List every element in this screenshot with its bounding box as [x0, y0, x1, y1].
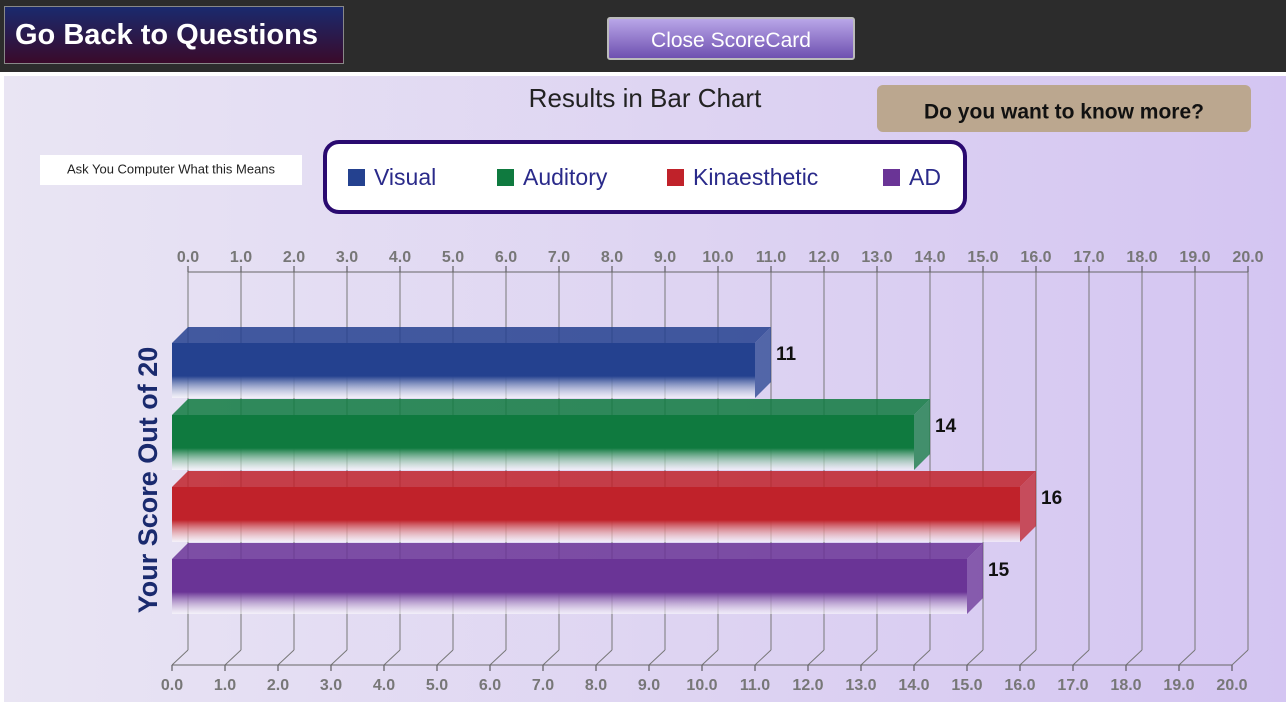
floor-line — [277, 649, 295, 666]
x-tick-label-top: 2.0 — [283, 249, 305, 266]
x-tick-label-top: 11.0 — [756, 249, 786, 266]
floor-line — [1125, 649, 1143, 666]
floor-line — [860, 649, 878, 666]
floor-line — [913, 649, 931, 666]
floor-line — [542, 649, 560, 666]
x-tick-label-top: 19.0 — [1179, 249, 1210, 266]
x-tick-label-top: 10.0 — [702, 249, 733, 266]
bar — [172, 559, 967, 614]
x-tick-label-top: 0.0 — [177, 249, 199, 266]
x-tick-label-bottom: 14.0 — [898, 677, 929, 694]
x-tick-label-bottom: 18.0 — [1110, 677, 1141, 694]
floor-line — [489, 649, 507, 666]
x-tick-label-top: 9.0 — [654, 249, 676, 266]
legend-swatch — [883, 169, 900, 186]
x-tick-label-top: 14.0 — [914, 249, 945, 266]
y-axis-label: Your Score Out of 20 — [133, 347, 163, 614]
x-tick-label-bottom: 9.0 — [638, 677, 660, 694]
bar — [172, 487, 1020, 542]
x-tick-label-bottom: 17.0 — [1057, 677, 1088, 694]
x-tick-label-bottom: 5.0 — [426, 677, 448, 694]
x-tick-label-bottom: 12.0 — [792, 677, 823, 694]
legend-label: AD — [909, 164, 941, 190]
bar — [172, 343, 755, 398]
x-tick-label-top: 7.0 — [548, 249, 570, 266]
floor-line — [1072, 649, 1090, 666]
legend-label: Visual — [374, 164, 436, 190]
x-tick-label-bottom: 0.0 — [161, 677, 183, 694]
bar-value-label: 16 — [1041, 488, 1062, 509]
bar-value-label: 14 — [935, 416, 957, 437]
floor-line — [966, 649, 984, 666]
bar-value-label: 11 — [776, 344, 797, 365]
chart-title: Results in Bar Chart — [529, 83, 762, 113]
x-tick-label-top: 17.0 — [1073, 249, 1104, 266]
x-tick-label-bottom: 8.0 — [585, 677, 607, 694]
x-tick-label-bottom: 7.0 — [532, 677, 554, 694]
floor-line — [1019, 649, 1037, 666]
floor-line — [383, 649, 401, 666]
bar-top — [172, 471, 1036, 487]
floor-line — [171, 649, 189, 666]
x-tick-label-top: 8.0 — [601, 249, 623, 266]
side-button-label[interactable]: Ask You Computer What this Means — [67, 161, 276, 176]
bar-side — [967, 543, 983, 614]
x-tick-label-top: 4.0 — [389, 249, 411, 266]
x-tick-label-top: 5.0 — [442, 249, 464, 266]
top-bar: Go Back to Questions Close ScoreCard — [0, 0, 1286, 72]
x-tick-label-top: 3.0 — [336, 249, 358, 266]
floor-line — [807, 649, 825, 666]
floor-line — [754, 649, 772, 666]
floor-line — [436, 649, 454, 666]
floor-line — [595, 649, 613, 666]
x-tick-label-bottom: 15.0 — [951, 677, 982, 694]
x-tick-label-top: 18.0 — [1126, 249, 1157, 266]
legend-swatch — [667, 169, 684, 186]
legend-label: Auditory — [523, 164, 608, 190]
x-tick-label-bottom: 3.0 — [320, 677, 342, 694]
floor-line — [1178, 649, 1196, 666]
floor-line — [1231, 649, 1249, 666]
bar-top — [172, 327, 771, 343]
legend-label: Kinaesthetic — [693, 164, 818, 190]
x-tick-label-top: 16.0 — [1020, 249, 1051, 266]
more-button-label[interactable]: Do you want to know more? — [924, 101, 1204, 124]
bar-side — [1020, 471, 1036, 542]
legend-swatch — [348, 169, 365, 186]
bar-top — [172, 399, 930, 415]
floor-line — [701, 649, 719, 666]
x-tick-label-bottom: 19.0 — [1163, 677, 1194, 694]
x-tick-label-top: 1.0 — [230, 249, 252, 266]
x-tick-label-top: 6.0 — [495, 249, 517, 266]
x-tick-label-top: 15.0 — [967, 249, 998, 266]
x-tick-label-bottom: 6.0 — [479, 677, 501, 694]
floor-line — [330, 649, 348, 666]
bar-side — [914, 399, 930, 470]
x-tick-label-bottom: 1.0 — [214, 677, 236, 694]
x-tick-label-bottom: 13.0 — [845, 677, 876, 694]
x-tick-label-top: 13.0 — [861, 249, 892, 266]
legend-box — [323, 140, 967, 214]
side-button[interactable] — [40, 155, 302, 185]
floor-line — [224, 649, 242, 666]
x-tick-label-bottom: 16.0 — [1004, 677, 1035, 694]
x-tick-label-top: 12.0 — [808, 249, 839, 266]
x-tick-label-bottom: 20.0 — [1216, 677, 1247, 694]
x-tick-label-bottom: 4.0 — [373, 677, 395, 694]
x-tick-label-bottom: 2.0 — [267, 677, 289, 694]
bar-side — [755, 327, 771, 398]
legend-swatch — [497, 169, 514, 186]
more-button[interactable] — [877, 85, 1251, 132]
bar-value-label: 15 — [988, 560, 1010, 581]
x-tick-label-bottom: 10.0 — [686, 677, 717, 694]
x-tick-label-bottom: 11.0 — [740, 677, 770, 694]
bar-top — [172, 543, 983, 559]
x-tick-label-top: 20.0 — [1232, 249, 1263, 266]
back-button[interactable]: Go Back to Questions — [4, 6, 344, 64]
bar — [172, 415, 914, 470]
close-button[interactable]: Close ScoreCard — [607, 17, 855, 60]
floor-line — [648, 649, 666, 666]
